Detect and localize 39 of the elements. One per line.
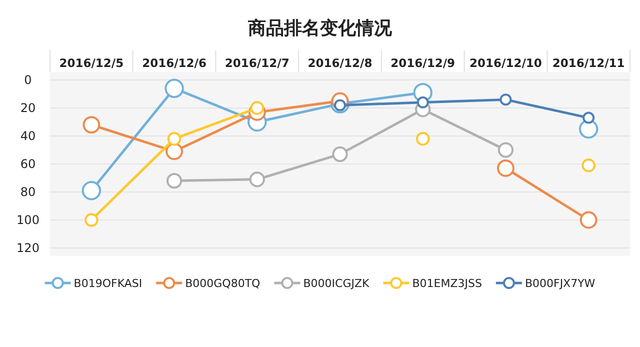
y-tick-label: 60 [20, 157, 36, 171]
point [500, 94, 512, 106]
chart-title: 商品排名变化情况 [247, 18, 393, 39]
point [82, 116, 100, 134]
y-tick-label: 100 [16, 213, 40, 227]
point [166, 142, 183, 160]
point [250, 101, 264, 115]
point [578, 119, 598, 139]
legend-label: B01EMZ3JSS [412, 277, 482, 290]
point [497, 160, 514, 177]
x-tick-label: 2016/12/6 [142, 56, 206, 70]
x-tick-label: 2016/12/5 [59, 56, 124, 70]
legend-label: B000ICGJZK [303, 277, 370, 290]
x-tick-label: 2016/12/9 [390, 56, 456, 70]
legend-label: B000GQ80TQ [185, 277, 261, 290]
point [582, 112, 595, 124]
point [498, 142, 514, 158]
point [582, 158, 596, 172]
point [84, 213, 98, 227]
point [82, 181, 102, 200]
point [416, 96, 429, 108]
point [166, 173, 182, 189]
y-tick-label: 80 [20, 185, 36, 199]
legend-label: B000FJX7YW [524, 277, 596, 290]
point [167, 132, 182, 146]
point [580, 211, 598, 229]
y-tick-label: 40 [20, 129, 36, 143]
legend-label: B019OFKASI [74, 277, 142, 290]
x-tick-label: 2016/12/8 [308, 56, 372, 70]
y-tick-label: 20 [20, 101, 36, 115]
x-tick-label: 2016/12/10 [470, 56, 542, 70]
x-tick-label: 2016/12/7 [224, 56, 290, 70]
y-tick-label: 0 [24, 73, 32, 87]
x-tick-label: 2016/12/11 [552, 56, 625, 70]
point [249, 172, 265, 188]
point [164, 78, 184, 98]
y-tick-label: 120 [16, 241, 40, 255]
point [416, 132, 430, 146]
point [332, 146, 348, 162]
